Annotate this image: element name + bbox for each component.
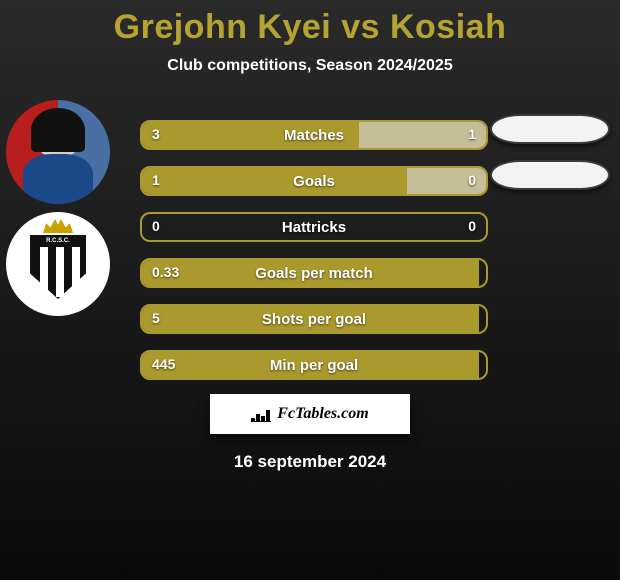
player2-pills <box>490 114 610 206</box>
stat-label: Matches <box>284 127 344 144</box>
stat-left-value: 0 <box>152 218 160 234</box>
stat-label: Min per goal <box>270 357 358 374</box>
avatars-column: R.C.S.C. <box>6 100 110 324</box>
stat-right-value: 0 <box>468 218 476 234</box>
club-badge-text: R.C.S.C. <box>30 235 86 247</box>
stat-row: 0 0 Hattricks <box>140 212 488 242</box>
stat-row: 0.33 Goals per match <box>140 258 488 288</box>
stat-row: 3 1 Matches <box>140 120 488 150</box>
brand-text: FcTables.com <box>277 405 368 423</box>
brand-chart-icon <box>251 406 271 422</box>
stat-rows: 3 1 Matches 1 0 Goals 0 0 Hattricks 0.33 Goals per… <box>140 120 488 396</box>
player2-placeholder-pill <box>490 160 610 190</box>
stat-right-value: 0 <box>468 172 476 188</box>
date-label: 16 september 2024 <box>0 452 620 472</box>
stat-row: 445 Min per goal <box>140 350 488 380</box>
stat-right-value: 1 <box>468 126 476 142</box>
stat-label: Goals <box>293 173 335 190</box>
stat-row: 1 0 Goals <box>140 166 488 196</box>
stat-label: Goals per match <box>255 265 373 282</box>
stat-left-value: 1 <box>152 172 160 188</box>
player2-placeholder-pill <box>490 114 610 144</box>
stat-left-bar <box>142 168 407 194</box>
stat-right-bar <box>359 122 486 148</box>
stat-left-value: 5 <box>152 310 160 326</box>
comparison-title: Grejohn Kyei vs Kosiah <box>0 0 620 47</box>
stat-label: Hattricks <box>282 219 346 236</box>
vs-label: vs <box>341 8 380 46</box>
subtitle: Club competitions, Season 2024/2025 <box>0 57 620 75</box>
player1-avatar <box>6 100 110 204</box>
stat-label: Shots per goal <box>262 311 366 328</box>
stat-row: 5 Shots per goal <box>140 304 488 334</box>
stat-left-value: 3 <box>152 126 160 142</box>
stat-left-value: 445 <box>152 356 175 372</box>
brand-badge: FcTables.com <box>210 394 410 434</box>
player1-club-badge: R.C.S.C. <box>6 212 110 316</box>
stat-left-value: 0.33 <box>152 264 179 280</box>
player2-name: Kosiah <box>390 8 506 46</box>
player1-name: Grejohn Kyei <box>114 8 332 46</box>
